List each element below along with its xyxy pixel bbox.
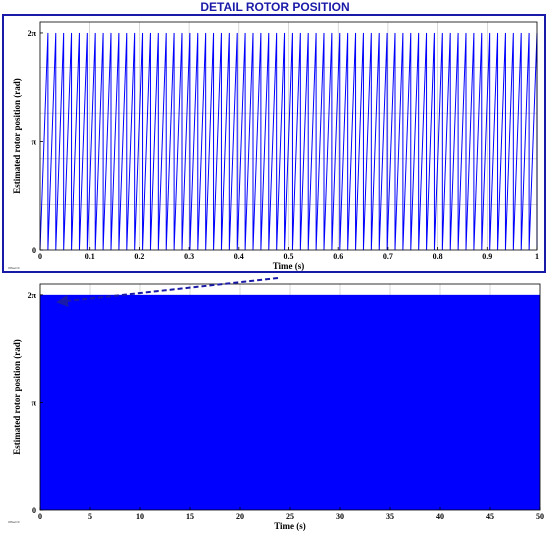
x-tick-label: 0 xyxy=(38,252,42,261)
x-axis-label: Time (s) xyxy=(273,261,305,271)
y-tick-label: π xyxy=(32,137,37,146)
x-tick-label: 0.7 xyxy=(383,252,393,261)
x-tick-label: 0.5 xyxy=(284,252,294,261)
x-tick-label: 0.4 xyxy=(234,252,244,261)
x-tick-label: 40 xyxy=(436,512,444,521)
x-tick-label: 15 xyxy=(186,512,194,521)
y-axis-label: Estimated rotor position (rad) xyxy=(12,339,22,454)
signal-series xyxy=(39,32,538,251)
x-tick-label: 35 xyxy=(386,512,394,521)
x-tick-label: 0 xyxy=(38,512,42,521)
detail-chart: 0 0.1 0.2 0.3 0.4 0.5 0.6 0.7 0.8 0.9 1 0 π 2π Time (s… xyxy=(8,21,539,271)
y-tick-label: 2π xyxy=(28,29,37,38)
detail-banner-title: DETAIL ROTOR POSITION xyxy=(200,0,349,14)
y-tick-label: 0 xyxy=(32,246,36,255)
x-tick-label: 1 xyxy=(535,252,539,261)
y-tick-label: 2π xyxy=(28,291,37,300)
y-tick-label: π xyxy=(32,398,37,407)
x-tick-label: 5 xyxy=(88,512,92,521)
x-tick-label: 0.1 xyxy=(85,252,95,261)
y-tick-label: 0 xyxy=(32,506,36,515)
x-tick-label: 0.2 xyxy=(134,252,144,261)
x-tick-label: 20 xyxy=(236,512,244,521)
x-tick-label: 0.8 xyxy=(433,252,443,261)
x-tick-label: 25 xyxy=(286,512,294,521)
x-tick-label: 10 xyxy=(136,512,144,521)
full-chart: 0 5 10 15 20 25 30 35 40 45 50 0 π 2π Time (s) Estimate… xyxy=(8,283,544,531)
offset-label: Offset=0 xyxy=(8,520,20,524)
x-tick-label: 50 xyxy=(536,512,544,521)
x-tick-label: 0.9 xyxy=(482,252,492,261)
x-axis-label: Time (s) xyxy=(274,521,306,531)
signal-series xyxy=(40,294,540,510)
y-axis-label: Estimated rotor position (rad) xyxy=(12,78,22,193)
x-tick-label: 0.6 xyxy=(333,252,343,261)
zoom-arrow xyxy=(56,277,279,307)
x-tick-label: 0.3 xyxy=(184,252,194,261)
detail-banner-frame xyxy=(2,14,546,273)
offset-label: Offset=0 xyxy=(8,266,20,270)
x-tick-label: 45 xyxy=(486,512,494,521)
x-tick-label: 30 xyxy=(336,512,344,521)
